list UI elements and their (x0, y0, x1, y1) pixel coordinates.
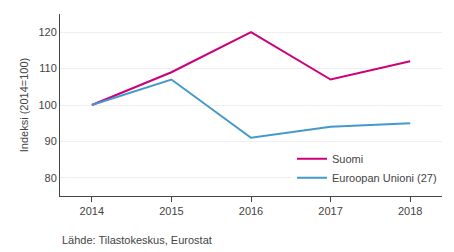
svg-text:110: 110 (39, 62, 57, 74)
svg-text:2016: 2016 (239, 205, 263, 217)
svg-text:80: 80 (45, 172, 57, 184)
svg-text:90: 90 (45, 135, 57, 147)
svg-text:Suomi: Suomi (332, 153, 363, 165)
svg-text:Lähde: Tilastokeskus, Eurostat: Lähde: Tilastokeskus, Eurostat (62, 234, 212, 246)
svg-text:2015: 2015 (159, 205, 183, 217)
svg-text:Indeksi (2014=100): Indeksi (2014=100) (18, 58, 30, 152)
svg-text:120: 120 (38, 26, 56, 38)
svg-text:2017: 2017 (318, 205, 342, 217)
svg-text:100: 100 (38, 99, 56, 111)
svg-text:2014: 2014 (80, 205, 104, 217)
svg-text:2018: 2018 (398, 205, 422, 217)
svg-text:Euroopan Unioni (27): Euroopan Unioni (27) (332, 172, 437, 184)
